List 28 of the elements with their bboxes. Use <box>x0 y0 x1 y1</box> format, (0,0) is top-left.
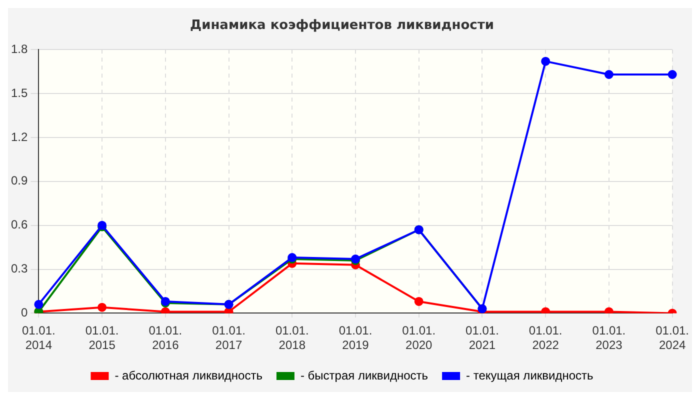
x-tick-label: 01.01. 2021 <box>466 324 499 352</box>
point <box>98 302 107 312</box>
point <box>34 300 44 309</box>
y-tick-label: 1.8 <box>10 42 28 56</box>
y-tick-label: 0 <box>20 306 28 320</box>
x-tick-label: 01.01. 2014 <box>22 324 56 352</box>
x-tick-label: 01.01. 2020 <box>402 324 436 352</box>
x-tick-label: 01.01. 2018 <box>275 324 309 352</box>
legend-label: - быстрая ликвидность <box>300 368 428 382</box>
legend-label: - текущая ликвидность <box>466 368 594 382</box>
y-tick-label: 0.9 <box>10 174 28 188</box>
x-tick-label: 01.01. 2017 <box>212 324 246 352</box>
x-tick-label: 01.01. 2015 <box>85 324 119 352</box>
y-tick-label: 0.6 <box>10 218 28 232</box>
legend-label: - абсолютная ликвидность <box>114 368 262 382</box>
x-tick-label: 01.01. 2016 <box>148 324 182 352</box>
point <box>668 70 677 79</box>
x-tick-label: 01.01. 2019 <box>338 324 372 352</box>
x-tick-label: 01.01. 2024 <box>656 324 690 352</box>
y-tick-label: 1.2 <box>10 130 28 144</box>
x-tick-label: 01.01. 2023 <box>592 324 626 352</box>
chart-title: Динамика коэффициентов ликвидности <box>190 18 494 34</box>
x-tick-label: 01.01. 2022 <box>528 324 562 352</box>
point <box>541 56 550 66</box>
point <box>604 70 614 79</box>
y-tick-label: 0.3 <box>10 262 28 276</box>
point <box>414 296 424 306</box>
y-tick-label: 1.5 <box>10 86 28 100</box>
